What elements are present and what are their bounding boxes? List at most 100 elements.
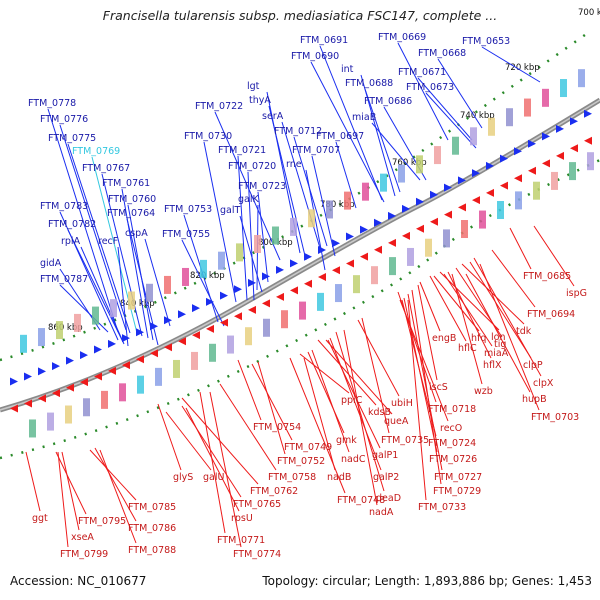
reverse-gene-label[interactable]: galP2 xyxy=(373,472,399,483)
forward-gene-label[interactable]: FTM_0671 xyxy=(398,67,446,78)
forward-gene-label[interactable]: FTM_0722 xyxy=(195,101,243,112)
reverse-gene-label[interactable]: FTM_0726 xyxy=(429,454,477,465)
forward-gene-label[interactable]: rpiA xyxy=(61,236,81,247)
forward-gene-label[interactable]: FTM_0753 xyxy=(164,204,212,215)
reverse-gene-label[interactable]: glyS xyxy=(173,472,193,483)
reverse-gene-label[interactable]: FTM_0785 xyxy=(128,502,176,513)
reverse-gene-label[interactable]: lon xyxy=(491,332,505,343)
reverse-gene-label[interactable]: FTM_0774 xyxy=(233,549,281,560)
reverse-gene-label[interactable]: FTM_0694 xyxy=(527,309,575,320)
gene-feature-block xyxy=(29,419,36,438)
forward-gene-label[interactable]: FTM_0755 xyxy=(162,229,210,240)
reverse-gene-label[interactable]: FTM_0799 xyxy=(60,549,108,560)
reverse-gene-label[interactable]: xseA xyxy=(71,532,94,543)
reverse-gene-label[interactable]: FTM_0788 xyxy=(128,545,176,556)
reverse-gene-label[interactable]: FTM_0718 xyxy=(428,404,476,415)
reverse-gene-label[interactable]: FTM_0703 xyxy=(531,412,579,423)
forward-gene-label[interactable]: FTM_0730 xyxy=(184,131,232,142)
reverse-gene-label[interactable]: rpsU xyxy=(231,513,253,524)
forward-gene-label[interactable]: FTM_0723 xyxy=(238,181,286,192)
reverse-gene-label[interactable]: nadA xyxy=(369,507,394,518)
forward-gene-label[interactable]: FTM_0769 xyxy=(72,146,120,157)
reverse-gene-label[interactable]: FTM_0729 xyxy=(433,486,481,497)
forward-gene-label[interactable]: int xyxy=(341,64,354,75)
reverse-gene-label[interactable]: engB xyxy=(432,333,456,344)
reverse-gene-label[interactable]: FTM_0735 xyxy=(381,435,429,446)
reverse-gene-label[interactable]: gmk xyxy=(336,435,357,446)
forward-gene-label[interactable]: FTM_0697 xyxy=(316,131,364,142)
forward-gene-label[interactable]: FTM_0669 xyxy=(378,32,426,43)
forward-gene-label[interactable]: FTM_0688 xyxy=(345,78,393,89)
reverse-gene-label[interactable]: FTM_0752 xyxy=(277,456,325,467)
reverse-gene-label[interactable]: ubiH xyxy=(391,398,413,409)
reverse-gene-label[interactable]: hupB xyxy=(522,394,547,405)
reverse-gene-label[interactable]: tdk xyxy=(516,326,532,337)
reverse-gene-label[interactable]: recO xyxy=(440,423,462,434)
forward-gene-label[interactable]: FTM_0776 xyxy=(40,114,88,125)
forward-gene-label[interactable]: FTM_0690 xyxy=(291,51,339,62)
reverse-gene-label[interactable]: clpX xyxy=(533,378,554,389)
forward-gene-label[interactable]: FTM_0721 xyxy=(218,145,266,156)
forward-gene-label[interactable]: FTM_0686 xyxy=(364,96,412,107)
forward-gene-label[interactable]: recF xyxy=(98,236,118,247)
reverse-gene-label[interactable]: FTM_0795 xyxy=(78,516,126,527)
reverse-gene-label[interactable]: hfq xyxy=(471,333,486,344)
reverse-gene-label[interactable]: galU xyxy=(203,472,224,483)
reverse-gene-label[interactable]: hflX xyxy=(483,360,502,371)
reverse-gene-label[interactable]: FTM_0724 xyxy=(428,438,476,449)
forward-gene-label[interactable]: FTM_0720 xyxy=(228,161,276,172)
reverse-gene-label[interactable]: FTM_0685 xyxy=(523,271,571,282)
reverse-gene-label[interactable]: FTM_0786 xyxy=(128,523,176,534)
reverse-gene-label[interactable]: queA xyxy=(384,416,409,427)
forward-gene-label[interactable]: galT xyxy=(220,205,240,216)
forward-gene-label[interactable]: FTM_0761 xyxy=(102,178,150,189)
reverse-gene-label[interactable]: ggt xyxy=(32,513,48,524)
reverse-gene-label[interactable]: hflC xyxy=(458,343,477,354)
forward-strand-arrow xyxy=(486,161,494,170)
reverse-gene-label[interactable]: FTM_0762 xyxy=(250,486,298,497)
forward-gene-label[interactable]: gidA xyxy=(40,258,62,269)
reverse-gene-label[interactable]: galP1 xyxy=(372,450,398,461)
reverse-gene-label[interactable]: FTM_0758 xyxy=(268,472,316,483)
forward-gene-label[interactable]: FTM_0775 xyxy=(48,133,96,144)
reverse-gene-label[interactable]: FTM_0765 xyxy=(233,499,281,510)
forward-gene-label[interactable]: serA xyxy=(262,111,284,122)
reverse-gene-label[interactable]: wzb xyxy=(474,386,493,397)
forward-gene-label[interactable]: FTM_0653 xyxy=(462,36,510,47)
forward-gene-label[interactable]: FTM_0707 xyxy=(292,145,340,156)
reverse-gene-label[interactable]: FTM_0727 xyxy=(434,472,482,483)
reverse-gene-label[interactable]: nadC xyxy=(341,454,366,465)
forward-gene-label[interactable]: FTM_0691 xyxy=(300,35,348,46)
forward-gene-label[interactable]: rne xyxy=(286,159,302,170)
reverse-gene-label[interactable]: FTM_0754 xyxy=(253,422,301,433)
reverse-gene-label[interactable]: ppiC xyxy=(341,395,363,406)
forward-gene-label[interactable]: FTM_0760 xyxy=(108,194,156,205)
forward-gene-label[interactable]: galK xyxy=(238,194,259,205)
reverse-gene-label[interactable]: iscS xyxy=(429,382,448,393)
forward-gene-label[interactable]: cspA xyxy=(125,228,148,239)
forward-gene-label[interactable]: FTM_0767 xyxy=(82,163,130,174)
forward-gene-label[interactable]: FTM_0712 xyxy=(274,126,322,137)
forward-gene-label[interactable]: FTM_0673 xyxy=(406,82,454,93)
forward-gene-label[interactable]: FTM_0782 xyxy=(48,219,96,230)
forward-gene-label[interactable]: miaB xyxy=(352,112,376,123)
reverse-gene-label[interactable]: clpP xyxy=(523,360,543,371)
forward-gene-label[interactable]: FTM_0668 xyxy=(418,48,466,59)
forward-gene-label[interactable]: thyA xyxy=(249,95,271,106)
reverse-gene-label[interactable]: nadB xyxy=(327,472,351,483)
reverse-gene-label[interactable]: ispG xyxy=(566,288,587,299)
reverse-gene-label[interactable]: FTM_0771 xyxy=(217,535,265,546)
forward-gene-label[interactable]: FTM_0787 xyxy=(40,274,88,285)
forward-gene-label[interactable]: FTM_0764 xyxy=(107,208,155,219)
reverse-gene-label[interactable]: FTM_0733 xyxy=(418,502,466,513)
reverse-gene-label[interactable]: miaA xyxy=(484,348,509,359)
forward-gene-label[interactable]: FTM_0778 xyxy=(28,98,76,109)
reverse-gene-label[interactable]: kdsB xyxy=(368,407,391,418)
reverse-gene-label[interactable]: FTM_0749 xyxy=(284,442,332,453)
forward-gene-label[interactable]: FTM_0783 xyxy=(40,201,88,212)
reverse-gene-label[interactable]: tig xyxy=(494,339,506,350)
forward-gene-label[interactable]: lgt xyxy=(247,81,260,92)
gene-feature-block xyxy=(335,284,342,303)
reverse-gene-label[interactable]: deaD xyxy=(376,493,401,504)
reverse-gene-label[interactable]: FTM_0748 xyxy=(337,495,385,506)
